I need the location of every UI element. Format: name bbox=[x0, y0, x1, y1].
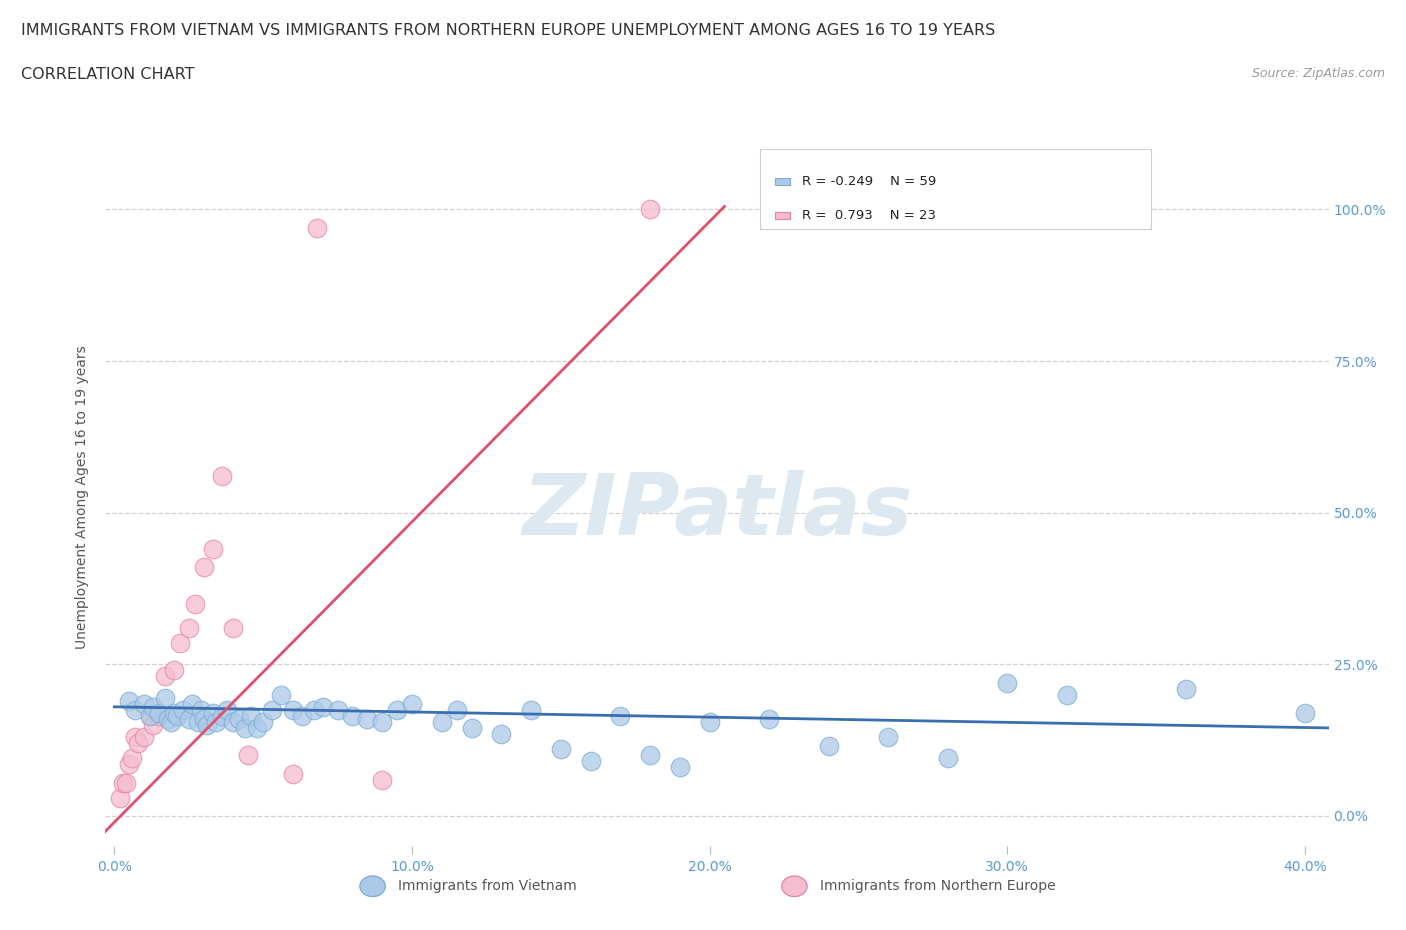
Point bbox=[669, 760, 692, 775]
Point bbox=[180, 697, 202, 711]
Point bbox=[1174, 681, 1197, 696]
Point bbox=[401, 697, 423, 711]
Text: CORRELATION CHART: CORRELATION CHART bbox=[21, 67, 194, 82]
Point bbox=[228, 711, 250, 726]
Y-axis label: Unemployment Among Ages 16 to 19 years: Unemployment Among Ages 16 to 19 years bbox=[76, 346, 90, 649]
Point bbox=[153, 669, 176, 684]
Point bbox=[238, 748, 260, 763]
Point bbox=[211, 709, 233, 724]
Point bbox=[184, 596, 207, 611]
Point bbox=[371, 714, 394, 729]
Point bbox=[240, 709, 263, 724]
FancyBboxPatch shape bbox=[759, 149, 1152, 229]
Point bbox=[118, 693, 141, 708]
Point bbox=[172, 702, 194, 717]
Point bbox=[217, 702, 239, 717]
Text: Immigrants from Vietnam: Immigrants from Vietnam bbox=[398, 879, 576, 894]
Point bbox=[291, 709, 314, 724]
Point bbox=[281, 702, 304, 717]
Point bbox=[312, 699, 335, 714]
Point bbox=[262, 702, 284, 717]
Point bbox=[204, 714, 226, 729]
Point bbox=[817, 738, 839, 753]
Point bbox=[638, 202, 661, 217]
Point bbox=[169, 636, 191, 651]
Point bbox=[758, 711, 780, 726]
Point bbox=[148, 706, 170, 721]
Point bbox=[281, 766, 304, 781]
Point bbox=[1294, 706, 1316, 721]
Point bbox=[579, 754, 602, 769]
Point bbox=[121, 751, 143, 765]
Point bbox=[222, 714, 245, 729]
Point bbox=[139, 709, 162, 724]
Point bbox=[193, 560, 215, 575]
Point bbox=[124, 702, 146, 717]
Point bbox=[302, 702, 325, 717]
Point bbox=[163, 706, 186, 721]
Point bbox=[550, 742, 572, 757]
Point bbox=[115, 776, 138, 790]
Point bbox=[127, 736, 149, 751]
Point bbox=[163, 663, 186, 678]
Point bbox=[177, 711, 200, 726]
Point bbox=[699, 714, 721, 729]
Bar bbox=[775, 178, 790, 185]
Point bbox=[233, 721, 256, 736]
Point bbox=[222, 620, 245, 635]
Point bbox=[877, 730, 900, 745]
Point bbox=[118, 757, 141, 772]
Point bbox=[430, 714, 453, 729]
Point bbox=[195, 718, 218, 733]
Text: ZIPatlas: ZIPatlas bbox=[522, 470, 912, 553]
Point bbox=[190, 702, 212, 717]
Point bbox=[326, 702, 349, 717]
Point bbox=[134, 697, 156, 711]
Point bbox=[638, 748, 661, 763]
Point bbox=[342, 709, 364, 724]
Point bbox=[142, 699, 165, 714]
Point bbox=[246, 721, 269, 736]
Point bbox=[446, 702, 468, 717]
Point bbox=[139, 709, 162, 724]
Point bbox=[201, 706, 224, 721]
Point bbox=[491, 726, 513, 741]
Point bbox=[148, 709, 170, 724]
Point bbox=[153, 690, 176, 705]
Point bbox=[193, 711, 215, 726]
Text: R =  0.793    N = 23: R = 0.793 N = 23 bbox=[803, 209, 936, 222]
Text: Source: ZipAtlas.com: Source: ZipAtlas.com bbox=[1251, 67, 1385, 80]
Point bbox=[160, 714, 183, 729]
Point bbox=[270, 687, 292, 702]
Text: R = -0.249    N = 59: R = -0.249 N = 59 bbox=[803, 175, 936, 188]
Text: Immigrants from Northern Europe: Immigrants from Northern Europe bbox=[820, 879, 1056, 894]
Point bbox=[1056, 687, 1078, 702]
Point bbox=[520, 702, 543, 717]
Point bbox=[609, 709, 631, 724]
Point bbox=[371, 772, 394, 787]
Point bbox=[187, 714, 209, 729]
Point bbox=[936, 751, 959, 765]
Bar bbox=[775, 212, 790, 219]
Point bbox=[305, 220, 328, 235]
Point bbox=[356, 711, 378, 726]
Point bbox=[201, 541, 224, 556]
Point bbox=[156, 711, 179, 726]
Point bbox=[995, 675, 1018, 690]
Point bbox=[211, 469, 233, 484]
Point bbox=[385, 702, 408, 717]
Point bbox=[460, 721, 482, 736]
Point bbox=[177, 620, 200, 635]
Point bbox=[166, 709, 188, 724]
Point bbox=[112, 776, 135, 790]
Point bbox=[142, 718, 165, 733]
Point bbox=[110, 790, 132, 805]
Text: IMMIGRANTS FROM VIETNAM VS IMMIGRANTS FROM NORTHERN EUROPE UNEMPLOYMENT AMONG AG: IMMIGRANTS FROM VIETNAM VS IMMIGRANTS FR… bbox=[21, 23, 995, 38]
Point bbox=[124, 730, 146, 745]
Point bbox=[134, 730, 156, 745]
Point bbox=[252, 714, 274, 729]
